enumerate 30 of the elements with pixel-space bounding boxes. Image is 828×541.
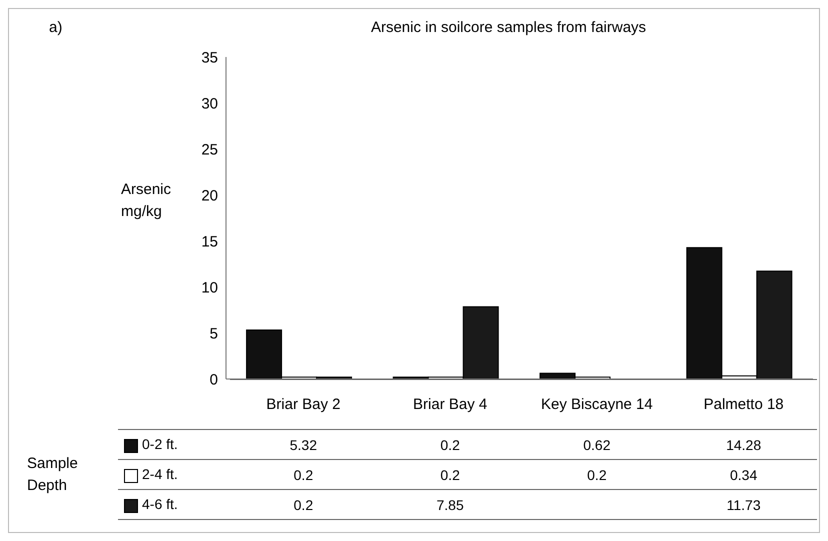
y-tick-label: 35 [201,49,218,66]
data-label: 0.2 [230,460,377,490]
y-tick-label: 0 [210,371,218,388]
x-tick-label: Palmetto 18 [670,380,817,430]
data-label: 14.28 [670,430,817,460]
y-tick-label: 5 [210,325,218,342]
legend-label: 4-6 ft. [118,490,230,520]
data-label: 7.85 [376,490,524,520]
data-label: 0.2 [524,460,670,490]
data-label: 5.32 [230,430,377,460]
y-tick-label: 20 [201,187,218,204]
legend-label: 0-2 ft. [118,430,230,460]
data-label: 0.2 [376,430,524,460]
y-tick-label: 15 [201,233,218,250]
chart-title: Arsenic in soilcore samples from fairways [370,19,648,36]
data-label: 11.73 [670,490,817,520]
y-tick-label: 25 [201,141,218,158]
x-tick-label: Briar Bay 2 [230,380,377,430]
x-tick-label: Key Biscayne 14 [524,380,670,430]
legend-label: 2-4 ft. [118,460,230,490]
legend-title: Sample Depth [26,454,79,496]
y-tick-label: 10 [201,279,218,296]
data-label: 0.62 [524,430,670,460]
data-label: 0.2 [376,460,524,490]
data-label: 0.34 [670,460,817,490]
data-label: 0.2 [230,490,377,520]
y-tick-label: 30 [201,95,218,112]
y-axis-title: Arsenic mg/kg [121,180,172,222]
x-tick-label: Briar Bay 4 [376,380,524,430]
text: a) [49,19,62,36]
